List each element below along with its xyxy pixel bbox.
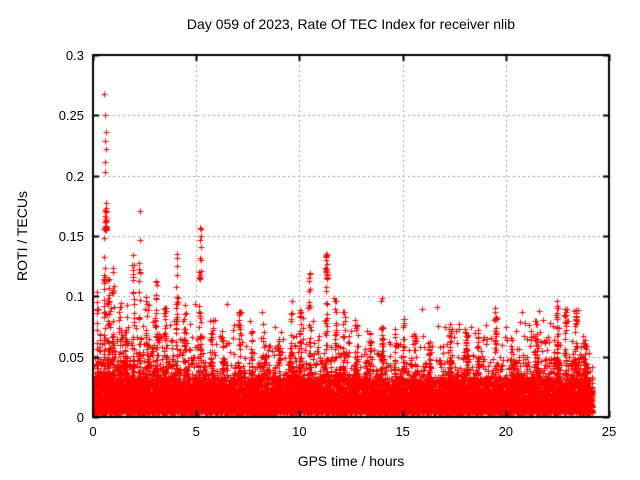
x-tick-label: 20 <box>498 424 514 439</box>
y-tick-label: 0.05 <box>58 349 84 365</box>
x-tick-label: 0 <box>89 424 97 439</box>
y-tick-label: 0 <box>76 410 84 425</box>
x-tick-label: 15 <box>395 424 410 439</box>
x-tick-label: 10 <box>292 424 307 439</box>
x-tick-label: 5 <box>192 424 200 439</box>
x-tick-label: 25 <box>601 424 617 439</box>
x-axis-label: GPS time / hours <box>297 453 405 469</box>
y-tick-label: 0.3 <box>65 48 84 63</box>
y-tick-label: 0.1 <box>65 289 84 305</box>
y-tick-label: 0.25 <box>58 108 84 124</box>
chart-title: Day 059 of 2023, Rate Of TEC Index for r… <box>186 16 516 32</box>
y-tick-label: 0.15 <box>58 229 84 244</box>
y-tick-label: 0.2 <box>65 168 84 184</box>
